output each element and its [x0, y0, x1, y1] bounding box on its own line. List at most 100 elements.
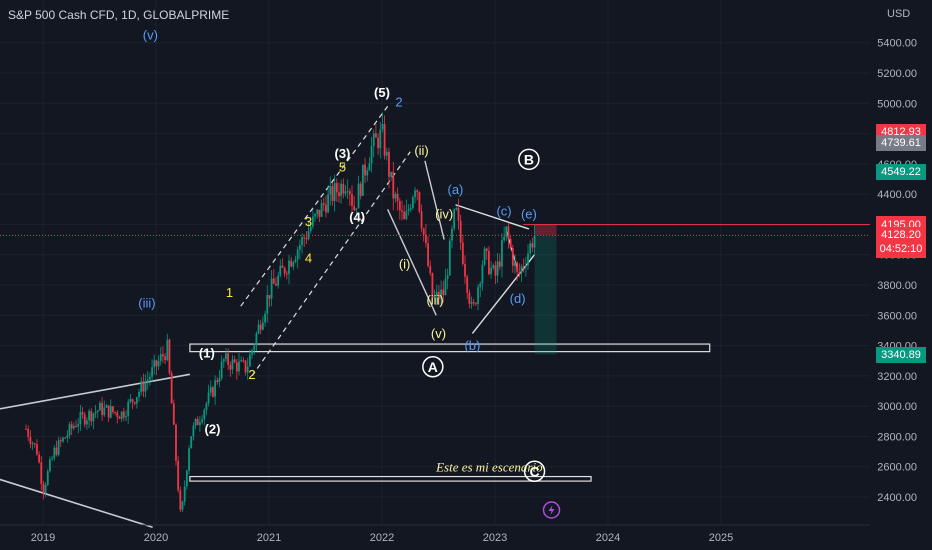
candles — [25, 112, 536, 513]
candle-body — [251, 350, 253, 355]
candle-body — [77, 424, 80, 427]
candle-body — [368, 163, 371, 171]
candle-body — [225, 353, 227, 360]
candle-body — [79, 412, 82, 425]
candle-body — [333, 183, 336, 202]
candle-body — [379, 129, 382, 149]
candle-body — [518, 271, 521, 273]
candle-body — [144, 382, 147, 392]
candle-body — [283, 267, 286, 274]
wave-label: 4 — [305, 250, 312, 265]
candle-body — [103, 407, 106, 416]
candle-body — [138, 391, 140, 398]
candle-body — [57, 440, 60, 455]
candle-body — [44, 484, 47, 493]
candle-body — [49, 459, 51, 472]
candle-body — [248, 354, 251, 367]
wedge-upper-line — [0, 373, 191, 410]
x-tick-label: 2024 — [596, 532, 620, 544]
candle-body — [164, 356, 167, 360]
candle-body — [288, 260, 290, 274]
candle-body — [81, 412, 84, 415]
candle-body — [353, 205, 356, 211]
candle-body — [31, 443, 34, 445]
candle-body — [366, 170, 369, 176]
candle-body — [316, 209, 319, 215]
wave-label: (4) — [349, 209, 365, 224]
candle-body — [122, 411, 125, 418]
wave-label: (e) — [521, 206, 537, 221]
candle-body — [207, 392, 210, 404]
candle-body — [492, 265, 495, 268]
candle-body — [168, 339, 171, 374]
candle-body — [348, 191, 351, 195]
price-tag: 4549.22 — [876, 163, 926, 180]
candle-body — [403, 211, 406, 220]
candle-body — [259, 324, 262, 330]
candle-body — [66, 435, 69, 438]
candle-body — [292, 262, 295, 267]
candle-body — [140, 381, 143, 392]
triangle-upper-line — [455, 204, 530, 230]
candle-body — [494, 265, 497, 276]
wave-label: 3 — [305, 214, 312, 229]
candle-body — [377, 137, 379, 149]
candle-body — [527, 253, 529, 266]
candle-body — [68, 424, 71, 436]
candle-body — [392, 171, 395, 199]
candle-body — [290, 260, 293, 267]
candle-body — [142, 381, 145, 392]
candle-body — [155, 360, 158, 367]
candle-body — [327, 194, 330, 213]
x-tick-label: 2019 — [31, 532, 55, 544]
wave-label: (1) — [199, 346, 215, 361]
candle-body — [99, 403, 101, 411]
candle-body — [70, 424, 73, 429]
candle-body — [112, 406, 114, 412]
candle-body — [448, 240, 451, 276]
candle-body — [253, 345, 256, 351]
price-tag: 4739.61 — [876, 134, 926, 151]
candle-body — [383, 124, 386, 156]
candle-body — [90, 411, 93, 422]
x-tick-label: 2021 — [257, 532, 281, 544]
lightning-icon — [542, 501, 561, 519]
candle-body — [359, 183, 362, 196]
candle-body — [355, 208, 358, 211]
candle-body — [36, 444, 38, 455]
drawings — [0, 105, 870, 529]
candle-body — [429, 265, 432, 274]
candle-body — [457, 207, 460, 221]
current-price-value: 4128.20 — [881, 229, 921, 242]
candle-body — [405, 210, 408, 220]
wave-label: (v) — [143, 28, 158, 43]
candle-body — [398, 201, 401, 211]
candle-body — [170, 373, 173, 404]
y-tick-label: 3200.00 — [877, 371, 917, 383]
candle-body — [222, 359, 225, 362]
wave-label: (3) — [335, 146, 351, 161]
candle-body — [301, 237, 303, 246]
candle-body — [314, 214, 316, 217]
candle-body — [196, 418, 199, 425]
wave-label: (ii) — [414, 143, 428, 158]
impulse-line-2 — [424, 160, 445, 240]
candle-body — [357, 183, 360, 209]
price-tag: 3340.89 — [876, 346, 926, 363]
candle-body — [157, 361, 160, 367]
candle-body — [216, 380, 219, 382]
candle-body — [385, 151, 388, 156]
candle-body — [388, 151, 390, 177]
candle-body — [149, 376, 151, 380]
candle-body — [105, 405, 108, 408]
candle-body — [85, 420, 88, 425]
x-tick-label: 2022 — [370, 532, 394, 544]
candle-body — [488, 250, 490, 275]
wave-label: (d) — [510, 291, 526, 306]
candle-body — [275, 283, 277, 286]
candle-body — [266, 295, 269, 314]
candle-body — [461, 242, 464, 265]
candle-body — [88, 411, 90, 421]
symbol-title[interactable]: S&P 500 Cash CFD, 1D, GLOBALPRIME — [8, 8, 230, 22]
